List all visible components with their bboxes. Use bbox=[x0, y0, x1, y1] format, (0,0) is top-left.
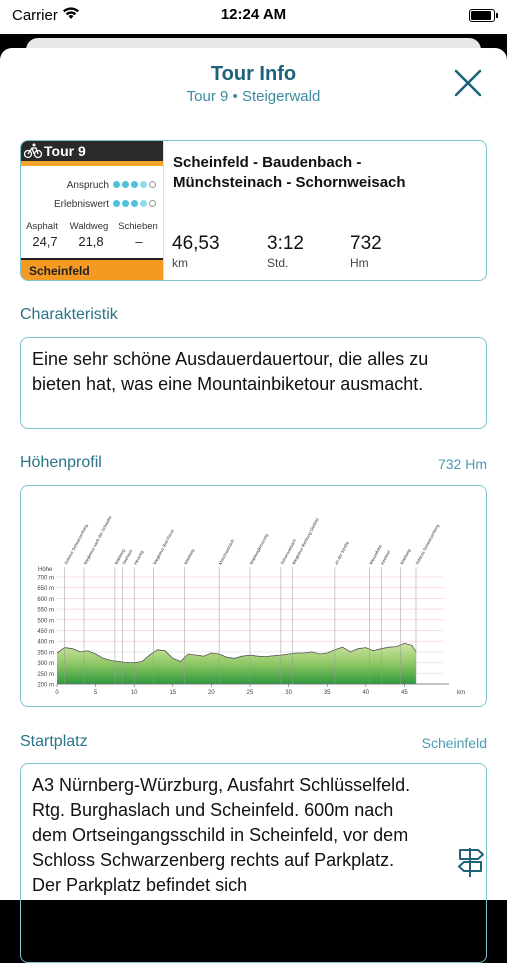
elevation-value: 732 bbox=[350, 233, 382, 254]
route-name: Scheinfeld - Baudenbach - Münchsteinach … bbox=[173, 154, 406, 191]
bike-icon bbox=[24, 143, 42, 159]
waypoint-label: Waldweg bbox=[399, 547, 412, 565]
elevation-chart: 200 m 250 m 300 m 350 m 400 m 450 m 500 m 550 m… bbox=[37, 514, 465, 696]
asphalt-label: Asphalt bbox=[26, 221, 58, 232]
y-axis-label: Höhe bbox=[38, 567, 53, 573]
waldweg-label: Waldweg bbox=[69, 221, 109, 232]
signpost-icon[interactable] bbox=[457, 844, 485, 878]
anspruch-dot bbox=[140, 181, 147, 188]
x-tick-label: 10 bbox=[131, 690, 138, 696]
x-tick-label: 25 bbox=[247, 690, 254, 696]
erlebniswert-dot bbox=[131, 200, 138, 207]
erlebniswert-dot bbox=[140, 200, 147, 207]
anspruch-dot bbox=[131, 181, 138, 188]
x-tick-label: 40 bbox=[362, 690, 369, 696]
erlebniswert-dot bbox=[113, 200, 120, 207]
asphalt-value: 24,7 bbox=[32, 234, 58, 249]
waypoint-label: Waldweg bbox=[183, 547, 196, 565]
y-tick-label: 250 m bbox=[37, 672, 54, 678]
badge-title: Tour 9 bbox=[44, 143, 86, 159]
waypoint-label: Waldwegkreuzung bbox=[248, 532, 269, 565]
x-tick-label: 0 bbox=[55, 690, 59, 696]
x-tick-label: 15 bbox=[169, 690, 176, 696]
charakteristik-text: Eine sehr schöne Ausdauerdauertour, die … bbox=[20, 337, 487, 429]
y-tick-label: 350 m bbox=[37, 650, 54, 656]
x-tick-label: 5 bbox=[94, 690, 98, 696]
y-tick-label: 600 m bbox=[37, 597, 54, 603]
startplatz-heading: Startplatz bbox=[20, 733, 88, 750]
elevation-unit: Hm bbox=[350, 256, 369, 270]
startplatz-text: A3 Nürnberg-Würzburg, Ausfahrt Schlüssel… bbox=[20, 763, 487, 963]
erlebniswert-label: Erlebniswert bbox=[53, 199, 109, 210]
hoehenprofil-heading: Höhenprofil bbox=[20, 454, 102, 471]
waypoint-label: Wegkreuz nach der Schwabe bbox=[82, 514, 112, 565]
elevation-profile[interactable]: 200 m 250 m 300 m 350 m 400 m 450 m 500 m 550 m… bbox=[20, 485, 487, 707]
clock: 12:24 AM bbox=[220, 6, 287, 23]
waypoint-label: Wegkreuz Bad Kreuz bbox=[152, 528, 175, 565]
waldweg-value: 21,8 bbox=[78, 234, 104, 249]
schieben-label: Schieben bbox=[118, 221, 158, 232]
wifi-icon bbox=[63, 7, 79, 19]
erlebniswert-rating bbox=[113, 199, 158, 210]
elevation-stat: 732 Hm bbox=[350, 233, 382, 270]
distance-stat: 46,53 km bbox=[172, 233, 220, 270]
y-tick-label: 550 m bbox=[37, 608, 54, 614]
waypoint-label: Münchsteinach bbox=[218, 538, 236, 566]
tour-summary-card[interactable]: Tour 9 Anspruch Erlebniswert Asphalt Wal… bbox=[20, 140, 487, 281]
erlebniswert-dot bbox=[122, 200, 129, 207]
waypoint-label: Heuweg bbox=[133, 549, 145, 566]
waypoint-label: an der Straße bbox=[333, 540, 350, 566]
distance-unit: km bbox=[172, 256, 188, 270]
waypoint-label: Schloss Schwarzenberg bbox=[414, 523, 440, 566]
start-label: Scheinfeld bbox=[29, 264, 90, 278]
y-tick-label: 400 m bbox=[37, 640, 54, 646]
schieben-value: – bbox=[135, 234, 143, 249]
battery-icon bbox=[469, 9, 498, 22]
y-tick-label: 650 m bbox=[37, 586, 54, 592]
duration-value: 3:12 bbox=[267, 233, 304, 254]
anspruch-rating bbox=[113, 180, 158, 191]
page-subtitle: Tour 9 • Steigerwald bbox=[186, 88, 321, 105]
page-title: Tour Info bbox=[210, 63, 297, 85]
sheet-header: Tour Info Tour 9 • Steigerwald bbox=[0, 48, 507, 118]
waypoint-label: Kirchhof bbox=[380, 549, 392, 566]
y-tick-label: 500 m bbox=[37, 618, 54, 624]
duration-stat: 3:12 Std. bbox=[267, 233, 304, 270]
carrier-label: Carrier bbox=[12, 7, 58, 24]
startplatz-value: Scheinfeld bbox=[421, 735, 487, 751]
x-tick-label: 35 bbox=[324, 690, 331, 696]
tour-badge: Tour 9 Anspruch Erlebniswert Asphalt Wal… bbox=[21, 141, 164, 280]
hoehenprofil-value: 732 Hm bbox=[437, 456, 487, 472]
y-tick-label: 450 m bbox=[37, 629, 54, 635]
anspruch-label: Anspruch bbox=[66, 180, 109, 191]
y-tick-label: 700 m bbox=[37, 576, 54, 582]
x-tick-label: 45 bbox=[401, 690, 408, 696]
erlebniswert-dot bbox=[149, 200, 156, 207]
x-axis-label: km bbox=[457, 690, 465, 696]
anspruch-dot bbox=[122, 181, 129, 188]
tour-info-sheet: Tour Info Tour 9 • Steigerwald Tour 9 An… bbox=[0, 48, 507, 963]
distance-value: 46,53 bbox=[172, 233, 220, 254]
elevation-area bbox=[57, 643, 416, 684]
x-tick-label: 30 bbox=[285, 690, 292, 696]
status-bar: Carrier 12:24 AM bbox=[0, 0, 507, 34]
y-tick-label: 200 m bbox=[37, 683, 54, 689]
elevation-line bbox=[56, 642, 417, 663]
duration-unit: Std. bbox=[267, 256, 289, 270]
anspruch-dot bbox=[149, 181, 156, 188]
anspruch-dot bbox=[113, 181, 120, 188]
close-icon[interactable] bbox=[453, 68, 483, 98]
y-tick-label: 300 m bbox=[37, 661, 54, 667]
x-tick-label: 20 bbox=[208, 690, 215, 696]
charakteristik-heading: Charakteristik bbox=[20, 306, 118, 323]
